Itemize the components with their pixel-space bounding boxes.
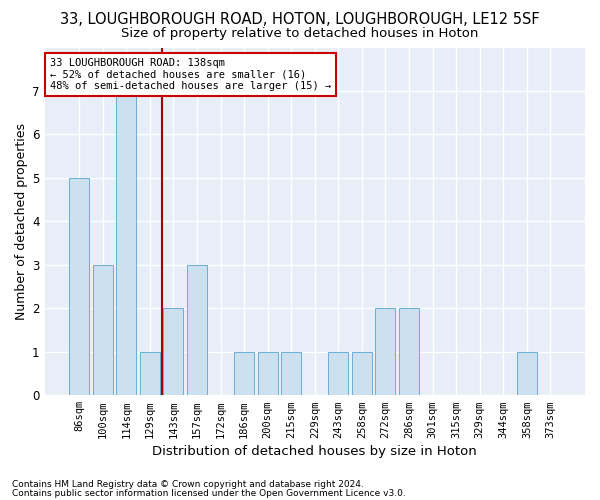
Bar [116, 91, 136, 395]
Bar [257, 352, 278, 395]
Bar [352, 352, 372, 395]
Bar [328, 352, 349, 395]
Bar [140, 352, 160, 395]
Text: 33, LOUGHBOROUGH ROAD, HOTON, LOUGHBOROUGH, LE12 5SF: 33, LOUGHBOROUGH ROAD, HOTON, LOUGHBOROU… [60, 12, 540, 28]
Bar [517, 352, 537, 395]
Y-axis label: Number of detached properties: Number of detached properties [15, 123, 28, 320]
Bar [163, 308, 184, 395]
Bar [281, 352, 301, 395]
Text: Size of property relative to detached houses in Hoton: Size of property relative to detached ho… [121, 28, 479, 40]
Bar [187, 265, 207, 395]
Text: Contains public sector information licensed under the Open Government Licence v3: Contains public sector information licen… [12, 488, 406, 498]
Bar [234, 352, 254, 395]
Bar [376, 308, 395, 395]
Bar [399, 308, 419, 395]
Bar [69, 178, 89, 395]
Text: Contains HM Land Registry data © Crown copyright and database right 2024.: Contains HM Land Registry data © Crown c… [12, 480, 364, 489]
Text: 33 LOUGHBOROUGH ROAD: 138sqm
← 52% of detached houses are smaller (16)
48% of se: 33 LOUGHBOROUGH ROAD: 138sqm ← 52% of de… [50, 58, 331, 91]
Bar [92, 265, 113, 395]
X-axis label: Distribution of detached houses by size in Hoton: Distribution of detached houses by size … [152, 444, 477, 458]
